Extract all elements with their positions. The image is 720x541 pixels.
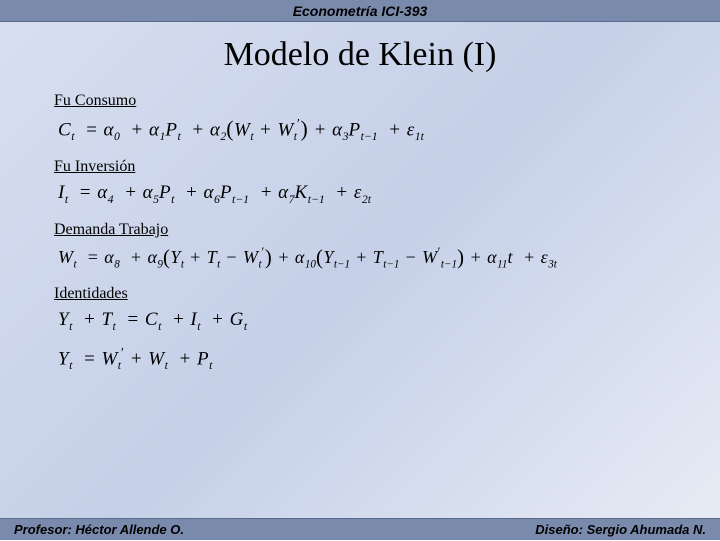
footer-designer: Diseño: Sergio Ahumada N. — [535, 519, 706, 541]
section-consumo-label: Fu Consumo — [54, 92, 666, 110]
equation-inversion: It = α4 + α5Pt + α6Pt−1 + α7Kt−1 + ε2t — [58, 182, 666, 207]
header-bar: Econometría ICI-393 — [0, 0, 720, 22]
slide: Econometría ICI-393 Modelo de Klein (I) … — [0, 0, 720, 540]
page-title: Modelo de Klein (I) — [0, 36, 720, 74]
section-demanda-label: Demanda Trabajo — [54, 221, 666, 239]
section-inversion-label: Fu Inversión — [54, 158, 666, 176]
section-identidades-label: Identidades — [54, 285, 666, 303]
footer-bar: Profesor: Héctor Allende O. Diseño: Serg… — [0, 518, 720, 540]
equation-demanda: Wt = α8 + α9(Yt + Tt − Wt′) + α10(Yt−1 +… — [58, 245, 666, 271]
footer-professor: Profesor: Héctor Allende O. — [14, 519, 184, 541]
equation-ident1: Yt + Tt = Ct + It + Gt — [58, 309, 666, 334]
equation-ident2: Yt = Wt′ + Wt + Pt — [58, 345, 666, 373]
content-area: Fu Consumo Ct = α0 + α1Pt + α2(Wt + Wt′)… — [0, 92, 720, 373]
course-code: Econometría ICI-393 — [293, 3, 428, 19]
equation-consumo: Ct = α0 + α1Pt + α2(Wt + Wt′) + α3Pt−1 +… — [58, 116, 666, 144]
